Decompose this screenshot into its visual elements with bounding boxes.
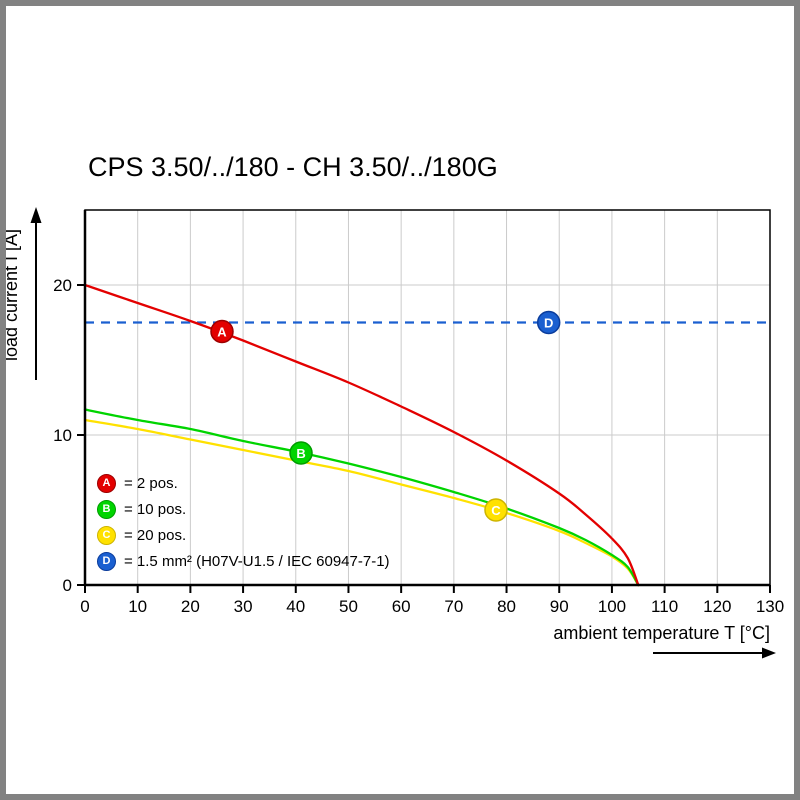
svg-text:D: D: [544, 316, 553, 331]
legend-label-20pos: = 20 pos.: [124, 526, 187, 544]
svg-text:130: 130: [756, 597, 784, 616]
svg-text:20: 20: [181, 597, 200, 616]
svg-text:40: 40: [286, 597, 305, 616]
legend-item-10pos: B = 10 pos.: [97, 496, 390, 522]
svg-text:10: 10: [128, 597, 147, 616]
svg-text:0: 0: [80, 597, 89, 616]
legend-marker-c-icon: C: [97, 525, 116, 545]
svg-text:B: B: [296, 446, 305, 461]
legend-label-10pos: = 10 pos.: [124, 500, 187, 518]
chart-legend: A = 2 pos. B = 10 pos. C = 20 pos. D = 1…: [97, 470, 390, 574]
legend-label-2pos: = 2 pos.: [124, 474, 178, 492]
svg-text:50: 50: [339, 597, 358, 616]
svg-text:90: 90: [550, 597, 569, 616]
svg-text:110: 110: [651, 597, 678, 616]
svg-text:100: 100: [598, 597, 626, 616]
svg-text:80: 80: [497, 597, 516, 616]
legend-marker-d-icon: D: [97, 551, 116, 571]
svg-text:A: A: [217, 325, 227, 340]
svg-text:120: 120: [703, 597, 731, 616]
svg-text:60: 60: [392, 597, 411, 616]
svg-text:C: C: [491, 503, 501, 518]
legend-marker-a-icon: A: [97, 473, 116, 493]
svg-text:70: 70: [444, 597, 463, 616]
legend-item-2pos: A = 2 pos.: [97, 470, 390, 496]
svg-text:load current I [A]: load current I [A]: [1, 229, 21, 361]
svg-text:30: 30: [234, 597, 253, 616]
svg-text:0: 0: [63, 576, 72, 595]
svg-text:10: 10: [53, 426, 72, 445]
legend-item-wire: D = 1.5 mm² (H07V-U1.5 / IEC 60947-7-1): [97, 548, 390, 574]
svg-text:ambient temperature T [°C]: ambient temperature T [°C]: [553, 623, 770, 643]
chart-title: CPS 3.50/../180 - CH 3.50/../180G: [88, 152, 498, 182]
legend-label-wire: = 1.5 mm² (H07V-U1.5 / IEC 60947-7-1): [124, 552, 390, 570]
legend-marker-b-icon: B: [97, 499, 116, 519]
svg-text:20: 20: [53, 276, 72, 295]
legend-item-20pos: C = 20 pos.: [97, 522, 390, 548]
